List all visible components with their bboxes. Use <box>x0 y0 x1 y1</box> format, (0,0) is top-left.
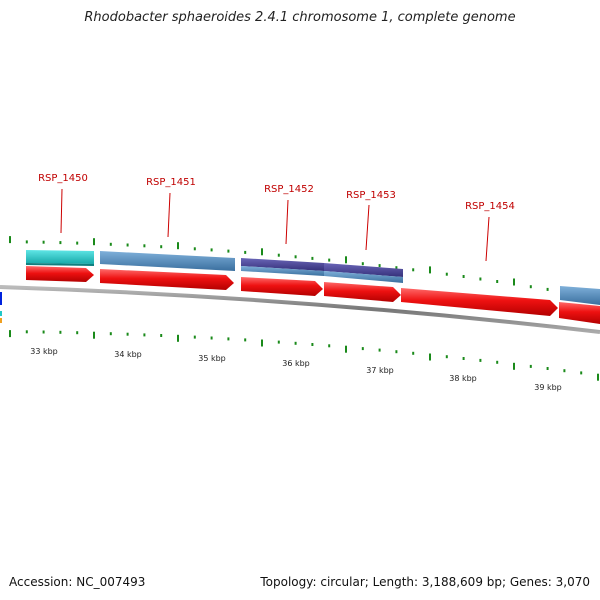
kbp-label-33: 33 kbp <box>30 347 58 356</box>
leader-line-rsp-1452 <box>285 199 289 245</box>
map-title: Rhodobacter sphaeroides 2.4.1 chromosome… <box>84 10 516 25</box>
outer-tick-row <box>9 236 599 300</box>
edge-feature-orange <box>0 318 2 323</box>
feature-bar-blue <box>100 251 235 271</box>
kbp-label-38: 38 kbp <box>449 374 477 383</box>
leader-line-rsp-1453 <box>365 204 370 251</box>
gene-label-rsp-1451: RSP_1451 <box>146 177 196 188</box>
edge-feature-cyan <box>0 311 2 316</box>
kbp-label-34: 34 kbp <box>114 350 142 359</box>
kbp-label-35: 35 kbp <box>198 354 226 363</box>
feature-bar-blue-1453b <box>324 271 403 283</box>
cds-arrow-rsp-1454 <box>401 288 558 316</box>
feature-bar-purple-1453b <box>324 263 403 277</box>
feature-bar-purple-1453 <box>241 258 324 271</box>
feature-bar-teal-shadow <box>26 263 94 266</box>
gene-label-rsp-1454: RSP_1454 <box>465 201 515 212</box>
genome-summary-text: Topology: circular; Length: 3,188,609 bp… <box>260 575 590 589</box>
kbp-label-37: 37 kbp <box>366 366 394 375</box>
gene-label-rsp-1452: RSP_1452 <box>264 184 314 195</box>
gene-label-rsp-1453: RSP_1453 <box>346 190 396 201</box>
feature-bar-blue-1453 <box>241 266 324 276</box>
feature-bar-blue-right <box>560 286 600 305</box>
cds-arrow-right-edge <box>559 302 600 324</box>
edge-feature-blue <box>0 292 2 305</box>
inner-tick-row <box>9 330 599 381</box>
gene-label-rsp-1450: RSP_1450 <box>38 173 88 184</box>
cds-arrow-rsp-1451 <box>100 269 234 290</box>
cds-arrow-rsp-1452 <box>241 277 323 296</box>
kbp-label-36: 36 kbp <box>282 359 310 368</box>
chromosome-backbone <box>0 285 600 334</box>
cds-arrow-rsp-1450 <box>26 266 94 282</box>
accession-text: Accession: NC_007493 <box>9 575 146 589</box>
feature-bar-teal <box>26 250 94 264</box>
leader-line-rsp-1451 <box>167 192 171 238</box>
leader-line-rsp-1454 <box>485 216 490 262</box>
cds-arrow-rsp-1453 <box>324 282 401 302</box>
leader-line-rsp-1450 <box>60 188 63 234</box>
kbp-label-39: 39 kbp <box>534 383 562 392</box>
